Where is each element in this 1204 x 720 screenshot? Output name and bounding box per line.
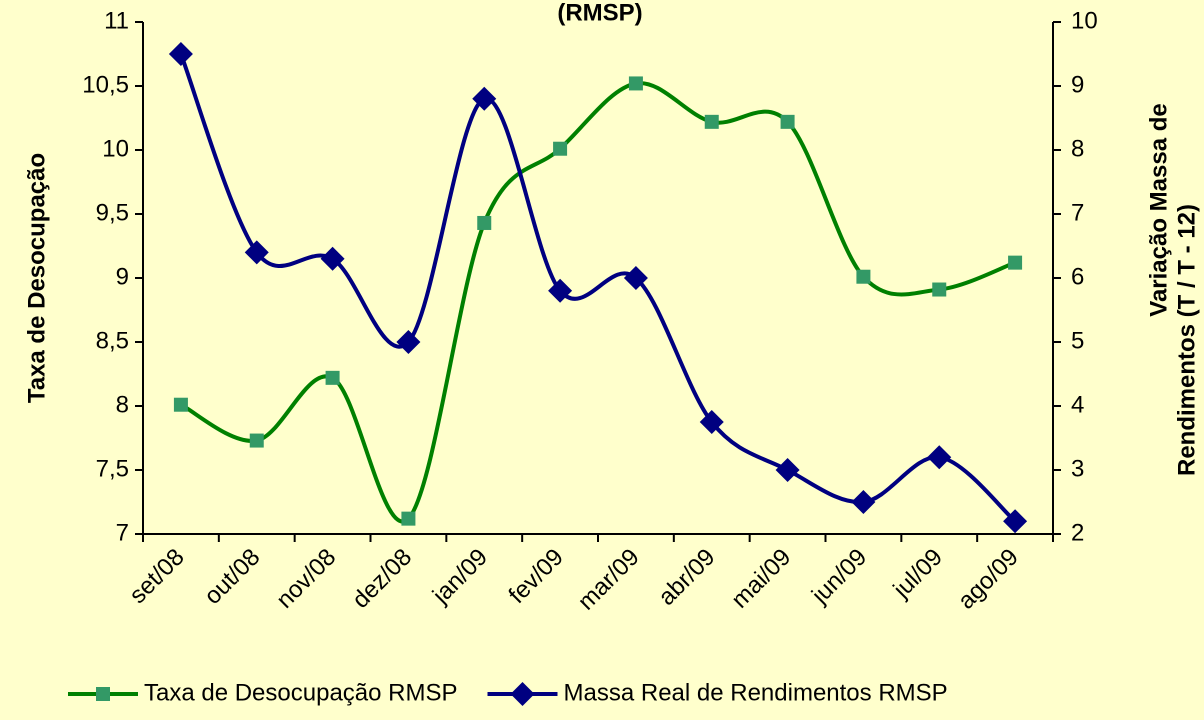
marker [249, 433, 264, 448]
marker [775, 458, 800, 482]
y-tick-label: 10 [102, 135, 129, 162]
marker [548, 278, 573, 303]
marker [553, 141, 568, 156]
y-tick-label: 9,5 [96, 199, 129, 226]
legend-marker [96, 687, 110, 701]
marker [472, 86, 497, 111]
marker [173, 397, 188, 412]
y-tick-label: 7 [116, 519, 129, 546]
marker [401, 511, 416, 526]
marker [704, 114, 719, 129]
marker [623, 266, 648, 290]
marker [244, 240, 269, 265]
y2-axis-label: Rendimentos (T / T - 12) [1173, 204, 1200, 476]
marker [325, 370, 340, 385]
y2-tick-label: 9 [1071, 71, 1084, 98]
legend-label: Taxa de Desocupação RMSP [144, 679, 458, 706]
y-tick-label: 8 [116, 391, 129, 418]
y-tick-label: 9 [116, 263, 129, 290]
legend-marker [510, 682, 535, 706]
y2-tick-label: 6 [1071, 263, 1084, 290]
legend-label: Massa Real de Rendimentos RMSP [564, 679, 948, 706]
y-axis-label: Taxa de Desocupação [23, 153, 50, 403]
marker [628, 76, 643, 91]
y-tick-label: 11 [104, 7, 129, 34]
y2-tick-label: 8 [1071, 135, 1084, 162]
marker [396, 330, 421, 354]
marker [780, 114, 795, 129]
marker [856, 269, 871, 284]
marker [168, 42, 193, 66]
marker [320, 246, 345, 271]
y2-tick-label: 2 [1071, 519, 1084, 546]
chart-title: (RMSP) [557, 0, 642, 26]
y2-axis-label: Variação Massa de [1145, 103, 1172, 316]
y2-tick-label: 5 [1071, 327, 1084, 354]
y-tick-label: 7,5 [96, 455, 129, 482]
marker [1003, 509, 1028, 534]
marker [477, 215, 492, 230]
y2-tick-label: 3 [1071, 455, 1084, 482]
y2-tick-label: 4 [1071, 391, 1084, 418]
y2-tick-label: 7 [1071, 199, 1084, 226]
y2-tick-label: 10 [1071, 7, 1098, 34]
marker [851, 490, 876, 514]
marker [927, 445, 952, 470]
marker [699, 410, 724, 434]
y-tick-label: 10,5 [82, 71, 129, 98]
marker [932, 282, 947, 297]
marker [1008, 255, 1023, 270]
y-tick-label: 8,5 [96, 327, 129, 354]
